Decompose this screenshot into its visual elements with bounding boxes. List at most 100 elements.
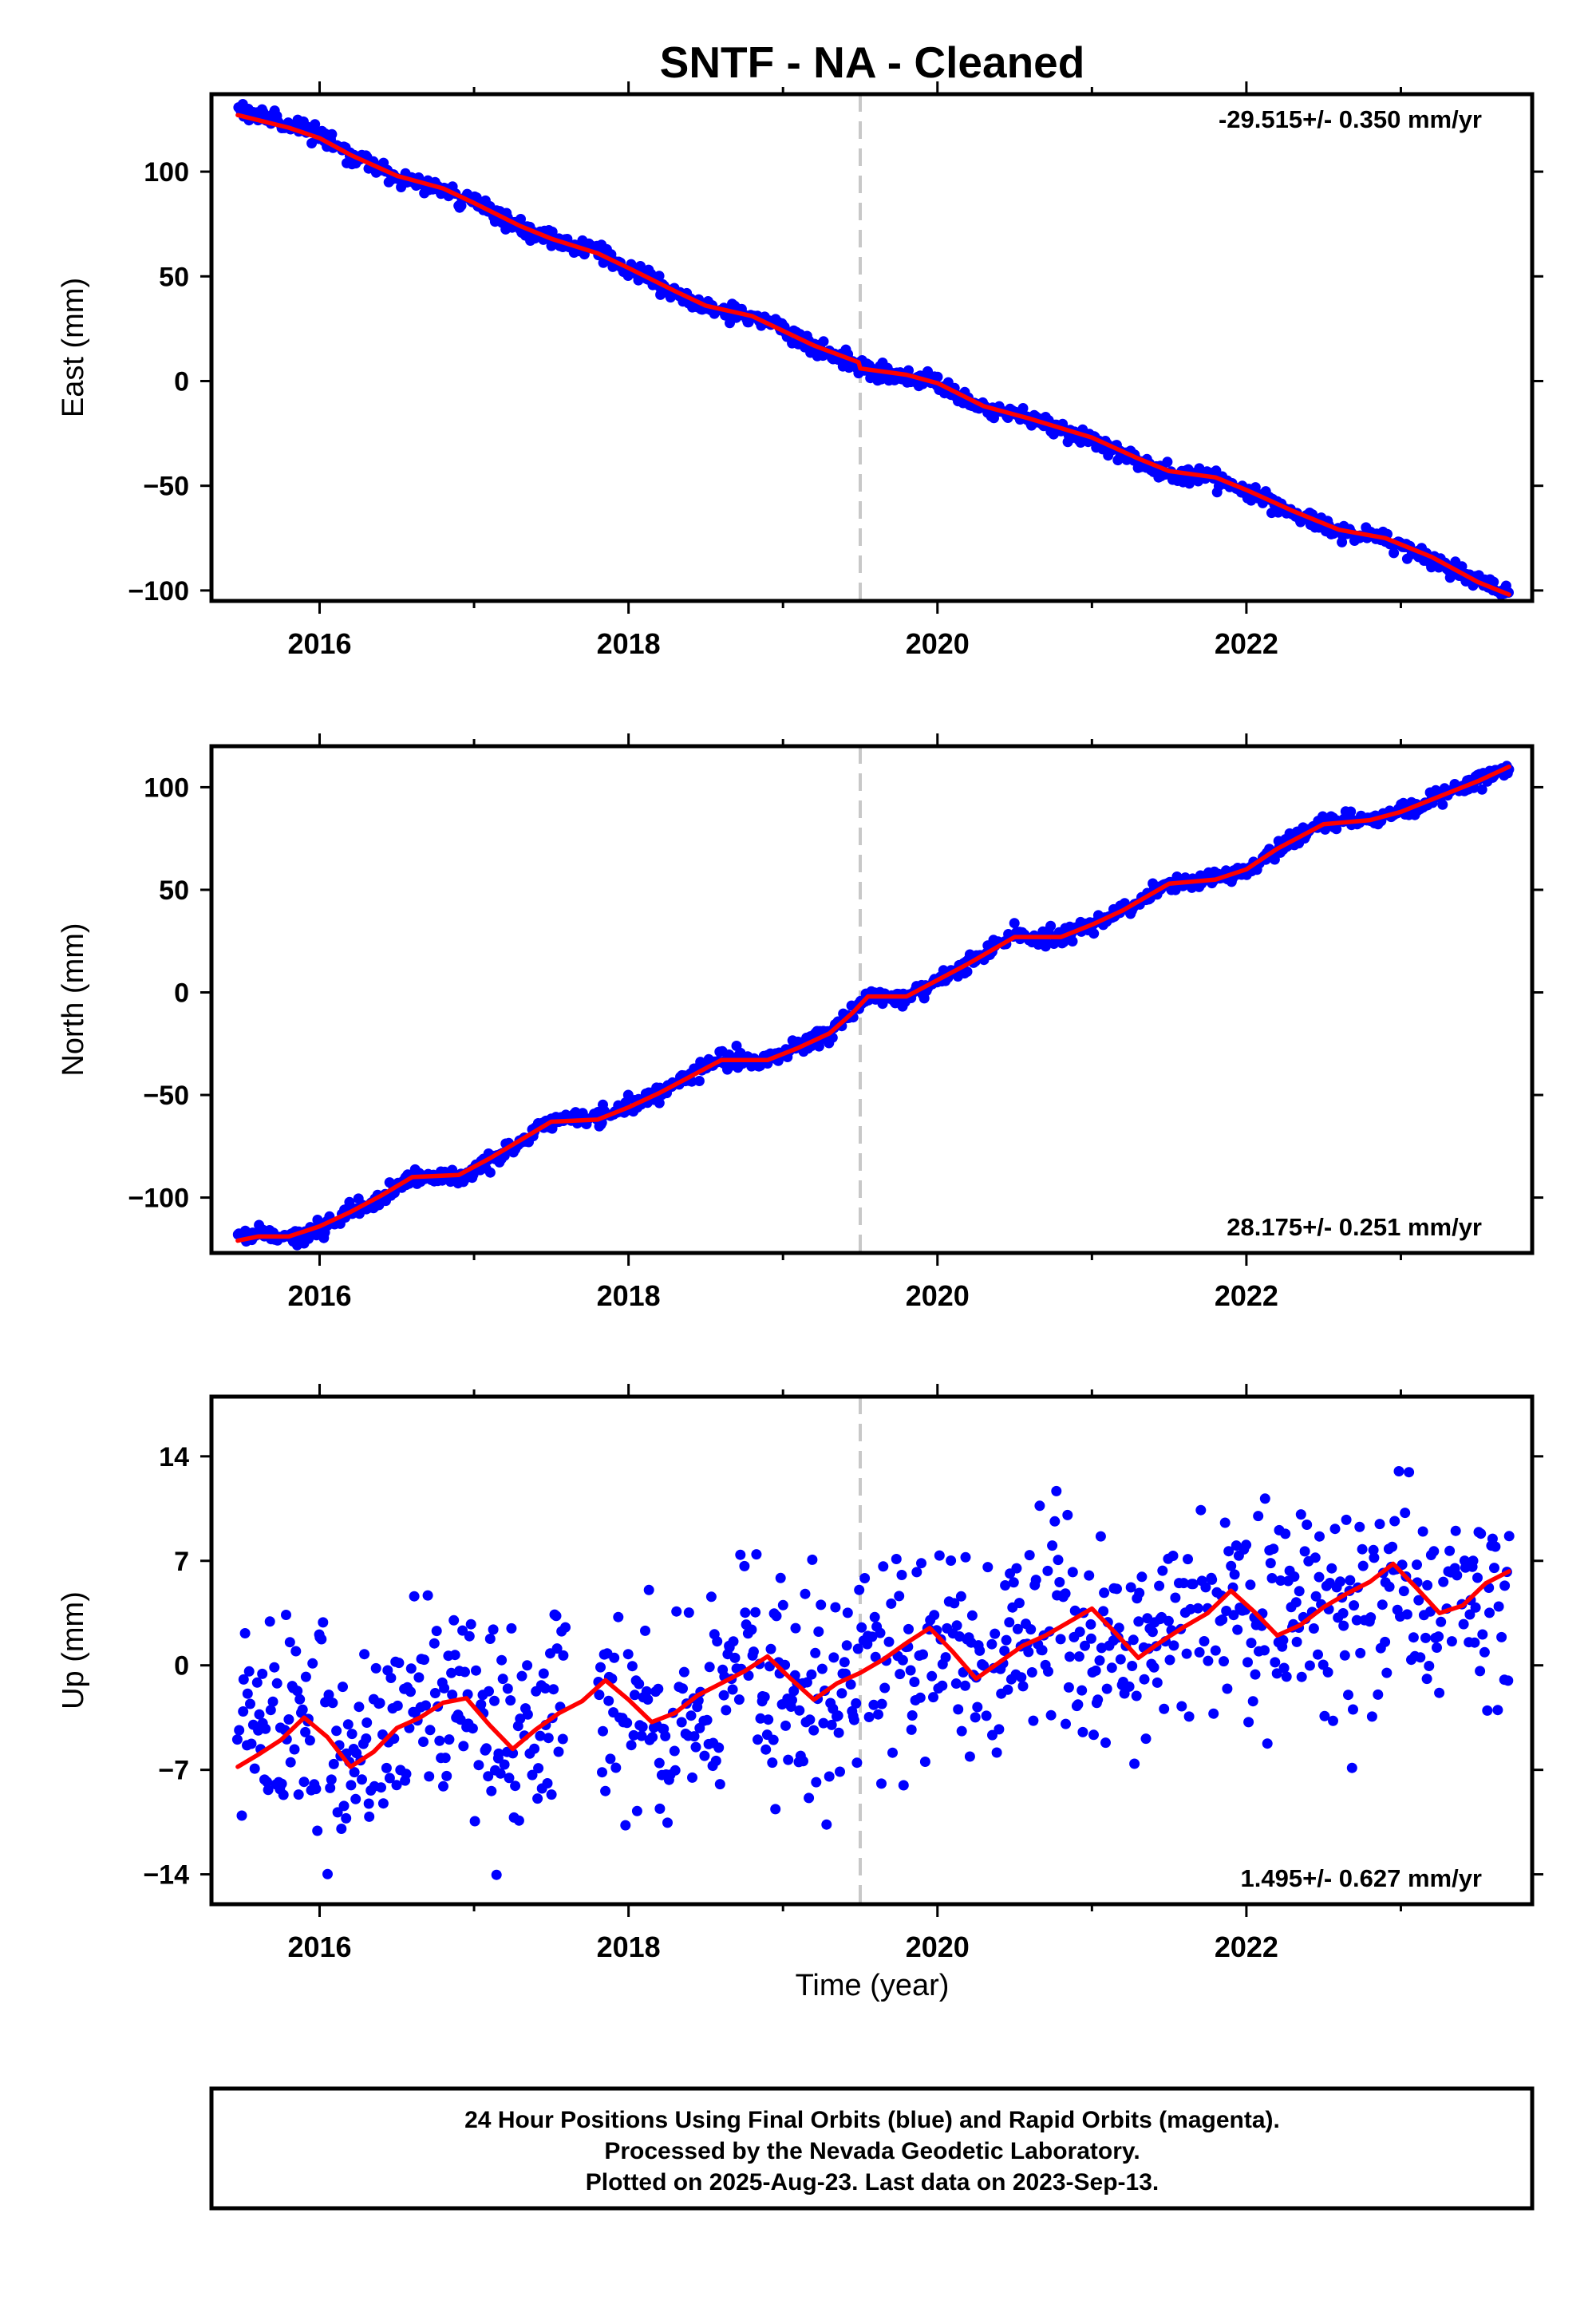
up-point-324 (721, 1705, 732, 1716)
east-ytick-label-2: 0 (174, 366, 189, 397)
up-point-264 (636, 1730, 647, 1741)
up-point-862 (1503, 1675, 1514, 1686)
east-point-809 (1389, 547, 1400, 559)
up-point-35 (281, 1610, 291, 1620)
up-point-10 (246, 1738, 257, 1749)
up-point-348 (755, 1713, 766, 1724)
north-point-555 (1040, 941, 1051, 952)
up-point-508 (986, 1638, 998, 1650)
up-point-703 (1265, 1558, 1276, 1569)
up-point-580 (1085, 1633, 1096, 1644)
up-point-470 (928, 1692, 938, 1703)
up-point-796 (1398, 1586, 1409, 1597)
up-point-312 (704, 1662, 715, 1673)
up-point-333 (733, 1694, 745, 1705)
up-point-66 (323, 1690, 334, 1701)
up-point-637 (1164, 1654, 1175, 1666)
up-point-846 (1476, 1528, 1487, 1539)
up-point-615 (1134, 1587, 1145, 1599)
east-point-485 (932, 371, 943, 382)
up-point-391 (811, 1777, 822, 1788)
up-point-219 (542, 1778, 553, 1788)
up-point-790 (1389, 1516, 1400, 1527)
up-point-721 (1289, 1571, 1300, 1582)
up-point-742 (1317, 1659, 1329, 1670)
north-ytick-label-0: −100 (128, 1184, 189, 1214)
up-point-414 (842, 1607, 853, 1618)
up-point-847 (1477, 1629, 1488, 1640)
up-point-662 (1207, 1574, 1218, 1585)
up-point-808 (1417, 1526, 1428, 1537)
up-point-705 (1268, 1543, 1279, 1555)
up-point-165 (464, 1630, 475, 1642)
up-point-256 (626, 1740, 637, 1751)
up-point-168 (469, 1816, 480, 1827)
up-point-23 (264, 1616, 275, 1627)
up-point-272 (647, 1732, 658, 1743)
up-point-433 (870, 1651, 881, 1662)
up-point-224 (548, 1684, 559, 1695)
up-point-195 (506, 1622, 517, 1634)
up-point-202 (516, 1670, 527, 1682)
up-point-233 (560, 1622, 571, 1633)
up-point-123 (405, 1686, 416, 1697)
up-point-664 (1210, 1645, 1221, 1656)
up-point-451 (898, 1780, 909, 1791)
up-point-806 (1413, 1595, 1424, 1606)
north-ytick-label-1: −50 (143, 1081, 189, 1111)
up-ytick-label-4: 14 (159, 1442, 189, 1472)
up-point-404 (830, 1602, 841, 1613)
up-point-186 (493, 1748, 504, 1759)
up-point-456 (906, 1724, 917, 1735)
footer-box: 24 Hour Positions Using Final Orbits (bl… (209, 2086, 1535, 2211)
up-point-253 (620, 1820, 631, 1831)
up-point-793 (1393, 1466, 1404, 1476)
up-point-51 (300, 1671, 311, 1682)
up-point-248 (610, 1762, 622, 1773)
up-point-319 (713, 1742, 725, 1753)
up-point-832 (1458, 1618, 1469, 1630)
up-point-843 (1472, 1572, 1483, 1583)
north-ytick-label-3: 50 (159, 875, 189, 906)
up-point-579 (1085, 1618, 1096, 1630)
up-point-748 (1326, 1563, 1337, 1574)
up-point-640 (1168, 1640, 1179, 1651)
up-point-840 (1468, 1555, 1479, 1567)
up-point-506 (981, 1710, 992, 1721)
north-point-505 (962, 966, 973, 977)
up-point-418 (848, 1714, 859, 1725)
up-point-449 (896, 1570, 907, 1580)
up-point-704 (1266, 1573, 1278, 1583)
east-point-64 (326, 128, 338, 140)
up-point-188 (496, 1654, 508, 1666)
up-point-759 (1343, 1690, 1353, 1701)
north-point-853 (1476, 784, 1487, 795)
up-point-527 (1011, 1563, 1022, 1574)
up-point-367 (780, 1659, 791, 1670)
up-point-282 (660, 1730, 671, 1741)
up-point-114 (391, 1780, 402, 1791)
up-point-302 (689, 1731, 700, 1742)
north-panel: −100 −50 0 50 100 2016 2018 2020 2022 North (mm) 2… (57, 733, 1543, 1312)
up-point-3 (238, 1706, 249, 1717)
up-point-601 (1113, 1622, 1124, 1634)
up-point-394 (816, 1599, 827, 1611)
up-point-103 (376, 1782, 386, 1793)
up-point-390 (810, 1647, 821, 1658)
north-ytick-label-2: 0 (174, 978, 189, 1009)
up-ytick-label-0: −14 (143, 1860, 189, 1891)
up-point-407 (833, 1727, 844, 1738)
up-point-360 (770, 1804, 781, 1815)
up-point-399 (824, 1771, 835, 1782)
up-point-169 (471, 1665, 481, 1676)
up-point-238 (598, 1725, 608, 1737)
up-point-753 (1335, 1576, 1345, 1587)
up-point-802 (1408, 1632, 1419, 1643)
up-point-63 (318, 1617, 329, 1628)
up-point-700 (1259, 1493, 1270, 1504)
up-point-563 (1061, 1718, 1071, 1729)
up-point-124 (405, 1663, 417, 1674)
up-point-447 (894, 1591, 905, 1602)
up-point-211 (532, 1793, 543, 1804)
up-point-265 (637, 1721, 648, 1733)
